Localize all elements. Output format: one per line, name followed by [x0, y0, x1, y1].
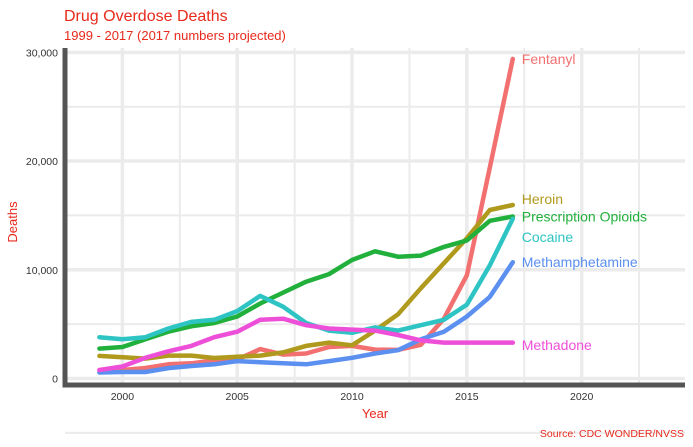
source-caption: Source: CDC WONDER/NVSS [540, 428, 684, 440]
y-tick-label: 0 [52, 373, 58, 385]
x-tick-label: 2010 [340, 391, 364, 403]
y-tick-label: 10,000 [26, 265, 58, 277]
gridlines [64, 48, 685, 434]
x-tick-label: 2015 [455, 391, 479, 403]
series-label-methadone: Methadone [522, 337, 592, 353]
series-label-fentanyl: Fentanyl [522, 51, 576, 67]
series-lines [97, 56, 516, 375]
series-line-prescription-opioids [97, 214, 516, 351]
x-tick-label: 2005 [226, 391, 250, 403]
series-label-prescription-opioids: Prescription Opioids [522, 209, 647, 225]
series-labels: Fentanyl Heroin Prescription Opioids Cocain… [522, 51, 647, 353]
y-tick-label: 20,000 [26, 156, 58, 168]
series-line-methadone [97, 316, 516, 373]
y-axis-title: Deaths [5, 201, 20, 243]
series-label-methamphetamine: Methamphetamine [522, 254, 638, 270]
series-line-methamphetamine [97, 259, 516, 375]
chart-subtitle: 1999 - 2017 (2017 numbers projected) [64, 28, 286, 43]
y-tick-label: 30,000 [26, 47, 58, 59]
x-axis-ticks: 2000 2005 2010 2015 2020 [111, 391, 594, 403]
axes [62, 48, 685, 388]
series-label-cocaine: Cocaine [522, 229, 574, 245]
series-line-cocaine [97, 216, 516, 342]
series-line-heroin [97, 202, 516, 361]
chart-title: Drug Overdose Deaths [64, 8, 228, 25]
x-tick-label: 2020 [570, 391, 594, 403]
y-axis-ticks: 0 10,000 20,000 30,000 [26, 47, 58, 385]
x-axis-title: Year [362, 406, 389, 421]
x-tick-label: 2000 [111, 391, 135, 403]
series-label-heroin: Heroin [522, 191, 563, 207]
